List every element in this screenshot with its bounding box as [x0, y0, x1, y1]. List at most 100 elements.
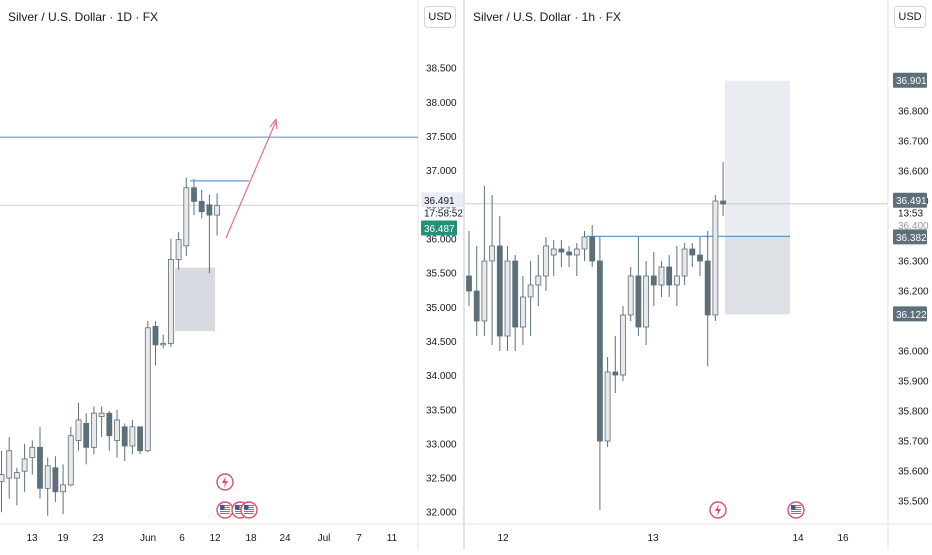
candle[interactable] — [160, 334, 167, 349]
candle-body — [152, 326, 159, 346]
candle[interactable] — [681, 243, 688, 285]
candle[interactable] — [520, 276, 526, 345]
candle[interactable] — [543, 237, 549, 291]
candle[interactable] — [527, 261, 534, 336]
candle[interactable] — [558, 240, 565, 267]
candle-body — [612, 371, 619, 376]
candle[interactable] — [198, 189, 205, 219]
us-flag-event-icon[interactable] — [787, 501, 805, 519]
candle-body — [214, 205, 221, 216]
y-tick-label: 35.700 — [898, 437, 929, 448]
candle-body — [527, 284, 534, 298]
us-flag-event-icon[interactable] — [216, 501, 234, 519]
candle[interactable] — [183, 177, 190, 257]
candle[interactable] — [658, 261, 665, 297]
candle[interactable] — [535, 255, 542, 306]
daily-chart[interactable]: 38.50038.00037.50037.00036.50036.00035.5… — [0, 0, 465, 550]
bid-price-label: 36.487 — [421, 220, 457, 236]
candle[interactable] — [83, 413, 90, 465]
candle-body — [666, 266, 673, 286]
demand-zone[interactable] — [175, 267, 215, 332]
candle[interactable] — [75, 402, 82, 451]
candle[interactable] — [612, 336, 619, 393]
candle[interactable] — [581, 231, 588, 261]
candle[interactable] — [673, 246, 680, 306]
candle[interactable] — [689, 243, 696, 267]
candle[interactable] — [152, 320, 159, 366]
candle[interactable] — [144, 320, 151, 453]
candle[interactable] — [596, 237, 603, 510]
candle[interactable] — [37, 426, 43, 499]
left-chart-panel[interactable]: 38.50038.00037.50037.00036.50036.00035.5… — [0, 0, 465, 550]
candle[interactable] — [512, 255, 519, 351]
x-tick-label: 6 — [179, 533, 185, 544]
candle[interactable] — [67, 426, 74, 487]
candle-body — [566, 251, 572, 256]
candle[interactable] — [114, 409, 120, 458]
candle[interactable] — [98, 406, 105, 438]
candle[interactable] — [91, 406, 97, 455]
panel-divider[interactable] — [463, 0, 465, 550]
candle-body — [689, 248, 696, 256]
candle[interactable] — [650, 252, 657, 306]
currency-button[interactable]: USD — [894, 6, 926, 28]
candle[interactable] — [21, 443, 28, 492]
candle[interactable] — [604, 357, 611, 447]
projection-arrow[interactable] — [225, 120, 277, 239]
candle[interactable] — [489, 195, 496, 345]
candle[interactable] — [627, 267, 634, 321]
candle[interactable] — [712, 195, 719, 321]
flag-stripe — [235, 507, 245, 508]
candle-body — [550, 248, 557, 256]
candle[interactable] — [704, 231, 711, 366]
candle[interactable] — [13, 467, 20, 506]
candle[interactable] — [697, 237, 703, 276]
candle[interactable] — [106, 411, 113, 451]
stop-price-label-text: 36.122 — [896, 310, 927, 321]
candle[interactable] — [29, 440, 36, 475]
candle[interactable] — [720, 162, 727, 216]
lightning-glyph — [222, 476, 228, 488]
candle[interactable] — [643, 261, 650, 345]
candle[interactable] — [504, 246, 511, 351]
candle[interactable] — [52, 456, 59, 502]
candle[interactable] — [466, 231, 472, 306]
profit-zone[interactable] — [725, 80, 790, 237]
candle[interactable] — [566, 246, 572, 267]
candle[interactable] — [635, 237, 642, 336]
candle[interactable] — [620, 306, 626, 381]
candle[interactable] — [214, 193, 221, 236]
x-tick-label: 13 — [26, 533, 38, 544]
entry-price-label-text: 36.382 — [896, 233, 927, 244]
candle[interactable] — [666, 255, 673, 297]
candle[interactable] — [496, 216, 503, 351]
us-flag-event-icon[interactable] — [240, 501, 258, 519]
candle[interactable] — [60, 464, 66, 515]
candle[interactable] — [589, 225, 596, 267]
candle-body — [183, 187, 190, 247]
flag-stripe — [235, 511, 245, 512]
candle[interactable] — [206, 194, 213, 274]
stop-zone[interactable] — [725, 236, 790, 315]
candle[interactable] — [175, 232, 182, 270]
candle[interactable] — [167, 238, 174, 347]
candle[interactable] — [550, 240, 557, 276]
right-chart-panel[interactable]: 36.80036.70036.60036.50036.30036.20036.0… — [465, 0, 932, 550]
candle[interactable] — [481, 186, 488, 336]
candle-body — [573, 248, 580, 256]
lightning-event-icon[interactable] — [709, 501, 727, 519]
candle[interactable] — [121, 423, 128, 461]
candle[interactable] — [191, 178, 197, 216]
candle[interactable] — [0, 450, 5, 513]
candle[interactable] — [6, 437, 13, 499]
currency-button[interactable]: USD — [424, 6, 456, 28]
candle[interactable] — [573, 243, 580, 276]
hourly-chart[interactable]: 36.80036.70036.60036.50036.30036.20036.0… — [465, 0, 932, 550]
candle[interactable] — [44, 457, 51, 516]
candle[interactable] — [473, 246, 480, 336]
candle[interactable] — [129, 419, 136, 455]
lightning-event-icon[interactable] — [216, 473, 234, 491]
x-tick-label: 24 — [279, 533, 291, 544]
candle[interactable] — [137, 426, 144, 455]
chart-title: Silver / U.S. Dollar · 1h · FX — [473, 10, 622, 24]
